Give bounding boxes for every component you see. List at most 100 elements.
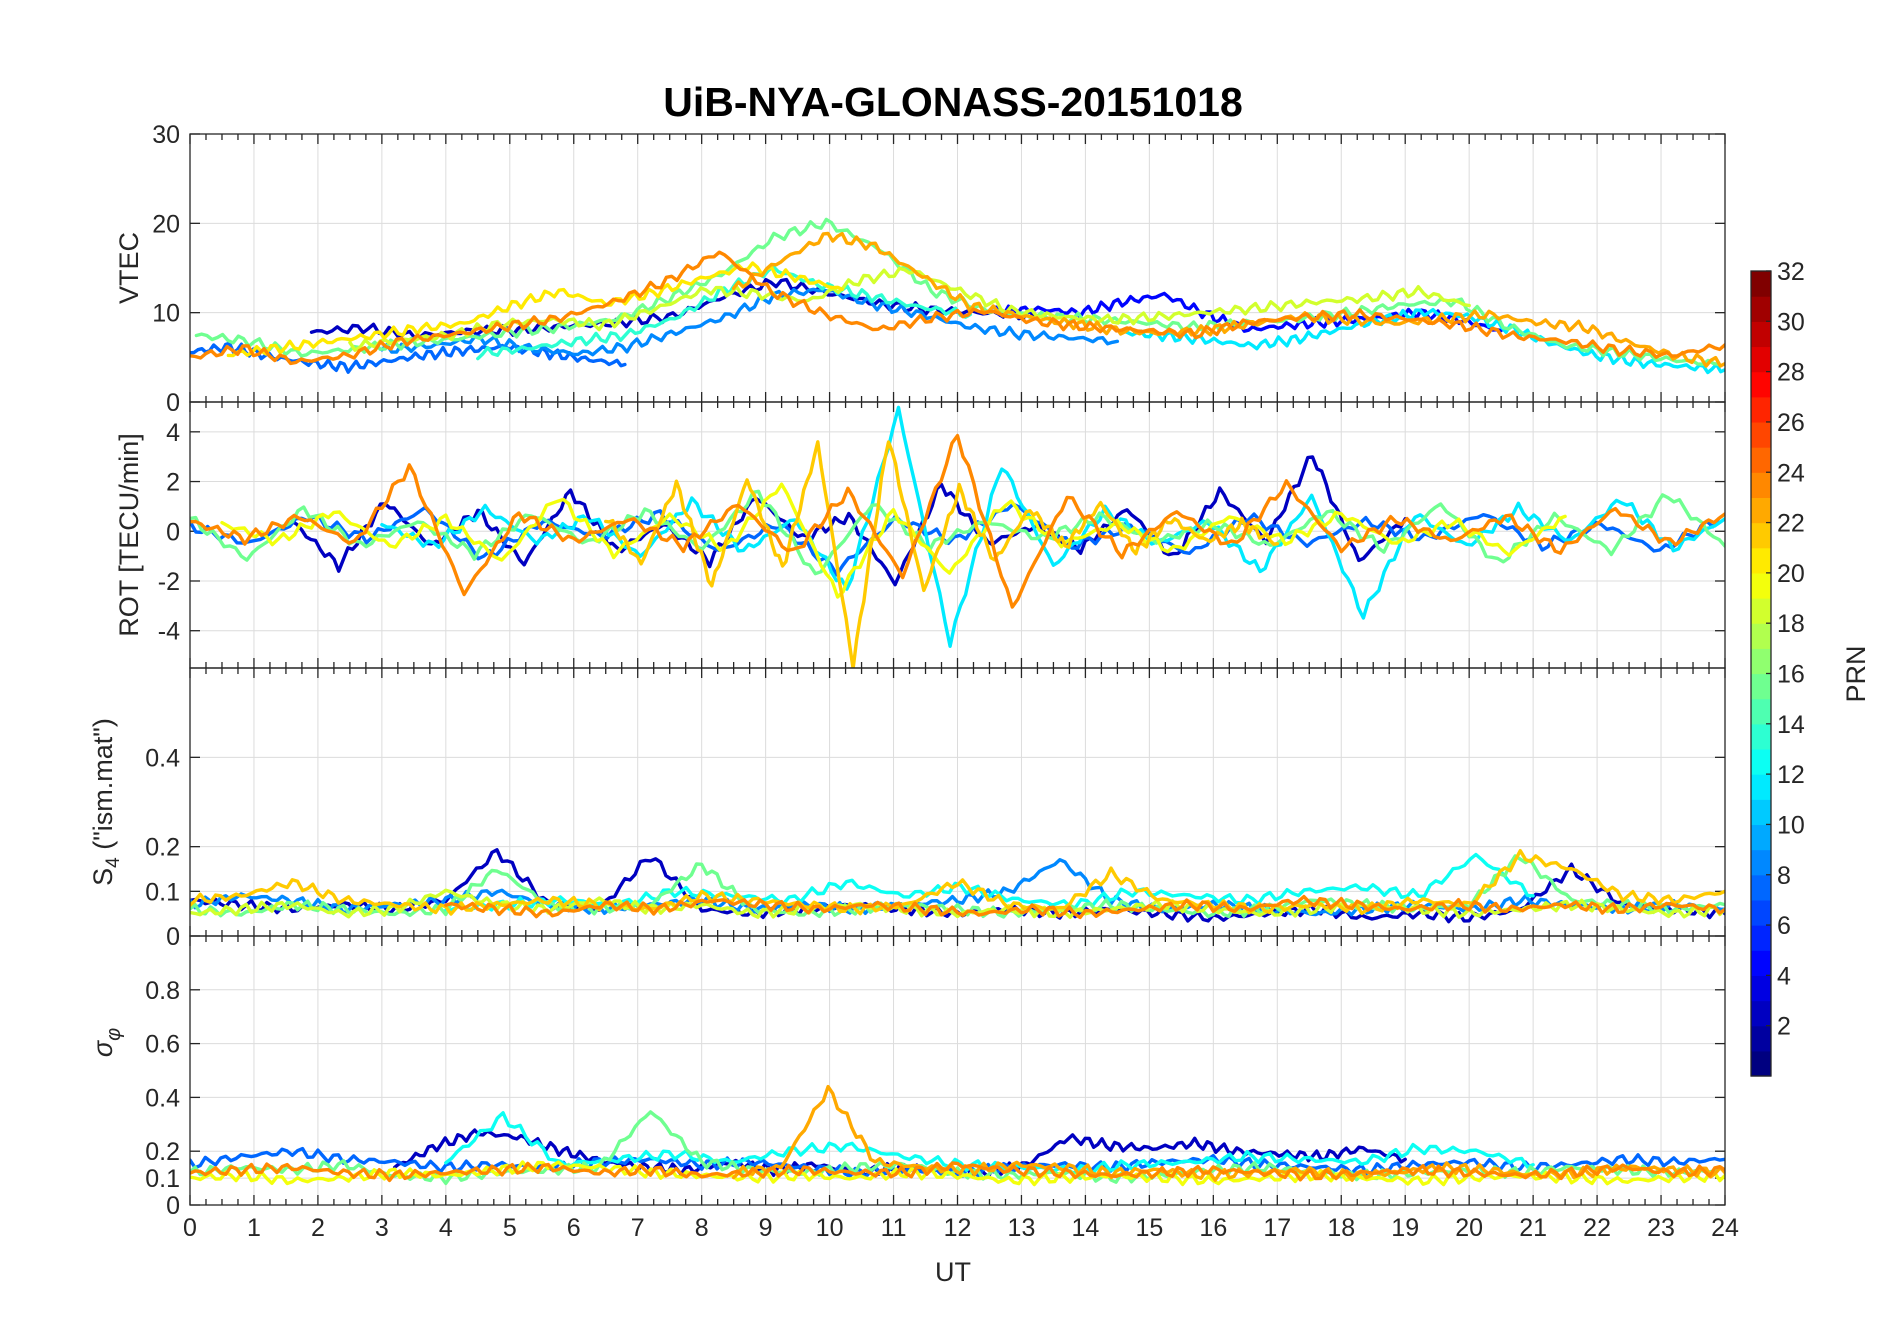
x-tick-label: 20: [1455, 1214, 1483, 1242]
x-tick-label: 9: [759, 1214, 773, 1242]
x-tick-label: 19: [1391, 1214, 1419, 1242]
x-tick-label: 1: [247, 1214, 261, 1242]
colorbar-segment: [1751, 899, 1771, 926]
colorbar-segment: [1751, 371, 1771, 398]
x-tick-label: 12: [944, 1214, 972, 1242]
series-line-prn-8: [190, 502, 1721, 577]
colorbar-segment: [1751, 572, 1771, 599]
colorbar-segment: [1751, 925, 1771, 951]
colorbar-segment: [1751, 698, 1771, 725]
colorbar-segment: [1751, 1025, 1771, 1052]
colorbar-segment: [1751, 296, 1771, 322]
colorbar-segment: [1751, 421, 1771, 448]
series-line-prn-24: [190, 1161, 1725, 1183]
colorbar-tick-label: 16: [1777, 661, 1805, 689]
x-tick-label: 11: [881, 1214, 907, 1242]
y-axis-label: σφ: [88, 1028, 125, 1057]
colorbar-segment: [1751, 824, 1771, 851]
colorbar-segment: [1751, 774, 1771, 800]
x-tick-label: 16: [1199, 1214, 1227, 1242]
x-tick-label: 21: [1519, 1214, 1547, 1242]
series-line-prn-23: [731, 231, 1725, 368]
panel-2: -4 -2 0 2 4 ROT [TECU/min]: [114, 401, 1726, 669]
series-line-prn-24: [190, 433, 1725, 609]
y-tick-label: -4: [158, 618, 180, 646]
x-tick-label: 17: [1263, 1214, 1291, 1242]
colorbar-tick-label: 14: [1777, 711, 1805, 739]
panel-1: 0 10 20 30 VTEC: [114, 121, 1726, 417]
y-tick-label: 0.2: [145, 834, 180, 862]
colorbar-tick-label: 4: [1777, 962, 1791, 990]
y-tick-label: 2: [166, 469, 180, 497]
series-line-prn-20: [220, 482, 1567, 599]
x-tick-label: 15: [1135, 1214, 1163, 1242]
x-tick-label: 10: [816, 1214, 844, 1242]
x-tick-label: 0: [183, 1214, 197, 1242]
traces: [190, 1084, 1725, 1187]
y-tick-label: 0.1: [145, 878, 180, 906]
colorbar-segment: [1751, 1000, 1771, 1027]
y-tick-label: 0.4: [145, 1084, 180, 1112]
colorbar-segment: [1751, 950, 1771, 976]
colorbar-tick-label: 18: [1777, 610, 1805, 638]
colorbar-tick-label: 22: [1777, 510, 1805, 538]
colorbar-segment: [1751, 799, 1771, 826]
colorbar-segment: [1751, 648, 1771, 675]
colorbar-tick-label: 10: [1777, 811, 1805, 839]
y-tick-label: 20: [152, 210, 180, 238]
colorbar-label: PRN: [1841, 645, 1871, 702]
colorbar-tick-label: 8: [1777, 862, 1791, 890]
y-tick-label: 0: [166, 923, 180, 951]
colorbar-segment: [1751, 271, 1771, 297]
y-tick-label: 0: [166, 389, 180, 417]
colorbar-tick-label: 20: [1777, 560, 1805, 588]
x-tick-labels: 0 1 2 3 4 5 6 7 8 9 10 11 12 13 14 15 16 17 18 19 20 21 22 23 24: [183, 1214, 1739, 1242]
x-tick-label: 24: [1711, 1214, 1739, 1242]
series-line-prn-8: [190, 341, 627, 374]
series-line-prn-24: [190, 250, 1725, 366]
y-tick-label: 4: [166, 419, 180, 447]
panel-4: 00.10.2 0.4 0.6 0.8 σφ: [88, 935, 1726, 1220]
traces: [190, 848, 1725, 924]
colorbar-segment: [1751, 472, 1771, 499]
colorbar-segment: [1751, 874, 1771, 901]
series-line-prn-8: [190, 1146, 1725, 1179]
colorbar-tick-label: 32: [1777, 258, 1805, 286]
x-tick-label: 22: [1583, 1214, 1611, 1242]
colorbar-segment: [1751, 396, 1771, 423]
y-axis-label: ROT [TECU/min]: [114, 433, 144, 637]
colorbar-segment: [1751, 346, 1771, 373]
colorbar-tick-label: 2: [1777, 1013, 1791, 1041]
colorbar-segment: [1751, 673, 1771, 700]
x-axis-label: UT: [935, 1257, 971, 1287]
traces: [190, 405, 1725, 668]
y-tick-label: -2: [158, 568, 180, 596]
x-tick-label: 6: [567, 1214, 581, 1242]
y-tick-label: 0: [166, 1192, 180, 1220]
x-tick-label: 23: [1647, 1214, 1675, 1242]
series-line-prn-14: [476, 264, 972, 361]
x-tick-label: 18: [1327, 1214, 1355, 1242]
colorbar-segment: [1751, 497, 1771, 524]
colorbar-segment: [1751, 547, 1771, 574]
colorbar-segment: [1751, 849, 1771, 876]
x-tick-label: 13: [1008, 1214, 1036, 1242]
colorbar-tick-label: 26: [1777, 409, 1805, 437]
traces: [190, 217, 1725, 375]
colorbar-tick-label: 6: [1777, 912, 1791, 940]
y-tick-label: 0.2: [145, 1138, 180, 1166]
colorbar-segment: [1751, 623, 1771, 649]
y-axis-label: VTEC: [114, 232, 144, 304]
colorbar-tick-label: 12: [1777, 761, 1805, 789]
x-tick-label: 5: [503, 1214, 517, 1242]
x-tick-label: 7: [631, 1214, 645, 1242]
colorbar-segment: [1751, 723, 1771, 750]
series-line-prn-24: [444, 894, 1725, 920]
panel-frame: [189, 935, 1726, 1206]
y-tick-label: 30: [152, 121, 180, 149]
y-tick-label: 0.4: [145, 744, 180, 772]
series-line-prn-13: [444, 852, 1535, 912]
